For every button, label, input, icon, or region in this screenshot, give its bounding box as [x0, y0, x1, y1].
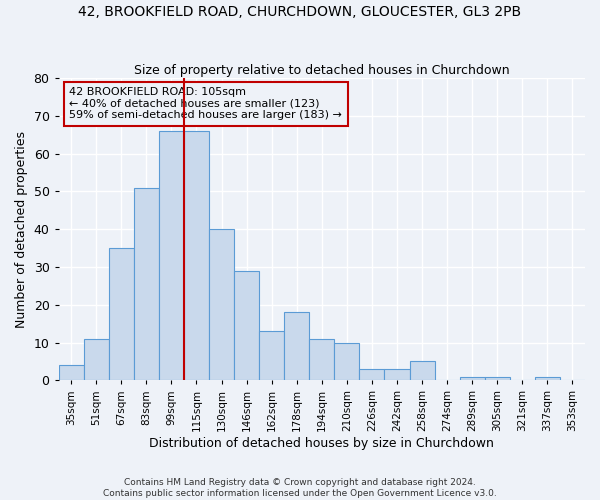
Text: 42 BROOKFIELD ROAD: 105sqm
← 40% of detached houses are smaller (123)
59% of sem: 42 BROOKFIELD ROAD: 105sqm ← 40% of deta… — [69, 87, 342, 120]
Text: Contains HM Land Registry data © Crown copyright and database right 2024.
Contai: Contains HM Land Registry data © Crown c… — [103, 478, 497, 498]
Bar — [485, 376, 510, 380]
Bar — [334, 342, 359, 380]
Bar — [259, 331, 284, 380]
Bar — [359, 369, 385, 380]
Y-axis label: Number of detached properties: Number of detached properties — [15, 130, 28, 328]
Bar — [209, 229, 234, 380]
Bar — [159, 131, 184, 380]
Bar — [184, 131, 209, 380]
Bar — [284, 312, 309, 380]
Text: 42, BROOKFIELD ROAD, CHURCHDOWN, GLOUCESTER, GL3 2PB: 42, BROOKFIELD ROAD, CHURCHDOWN, GLOUCES… — [79, 5, 521, 19]
Bar — [109, 248, 134, 380]
Bar — [59, 365, 83, 380]
Bar — [234, 271, 259, 380]
Bar — [460, 376, 485, 380]
Bar — [309, 338, 334, 380]
Bar — [83, 338, 109, 380]
X-axis label: Distribution of detached houses by size in Churchdown: Distribution of detached houses by size … — [149, 437, 494, 450]
Bar — [410, 362, 434, 380]
Bar — [134, 188, 159, 380]
Bar — [535, 376, 560, 380]
Title: Size of property relative to detached houses in Churchdown: Size of property relative to detached ho… — [134, 64, 509, 77]
Bar — [385, 369, 410, 380]
